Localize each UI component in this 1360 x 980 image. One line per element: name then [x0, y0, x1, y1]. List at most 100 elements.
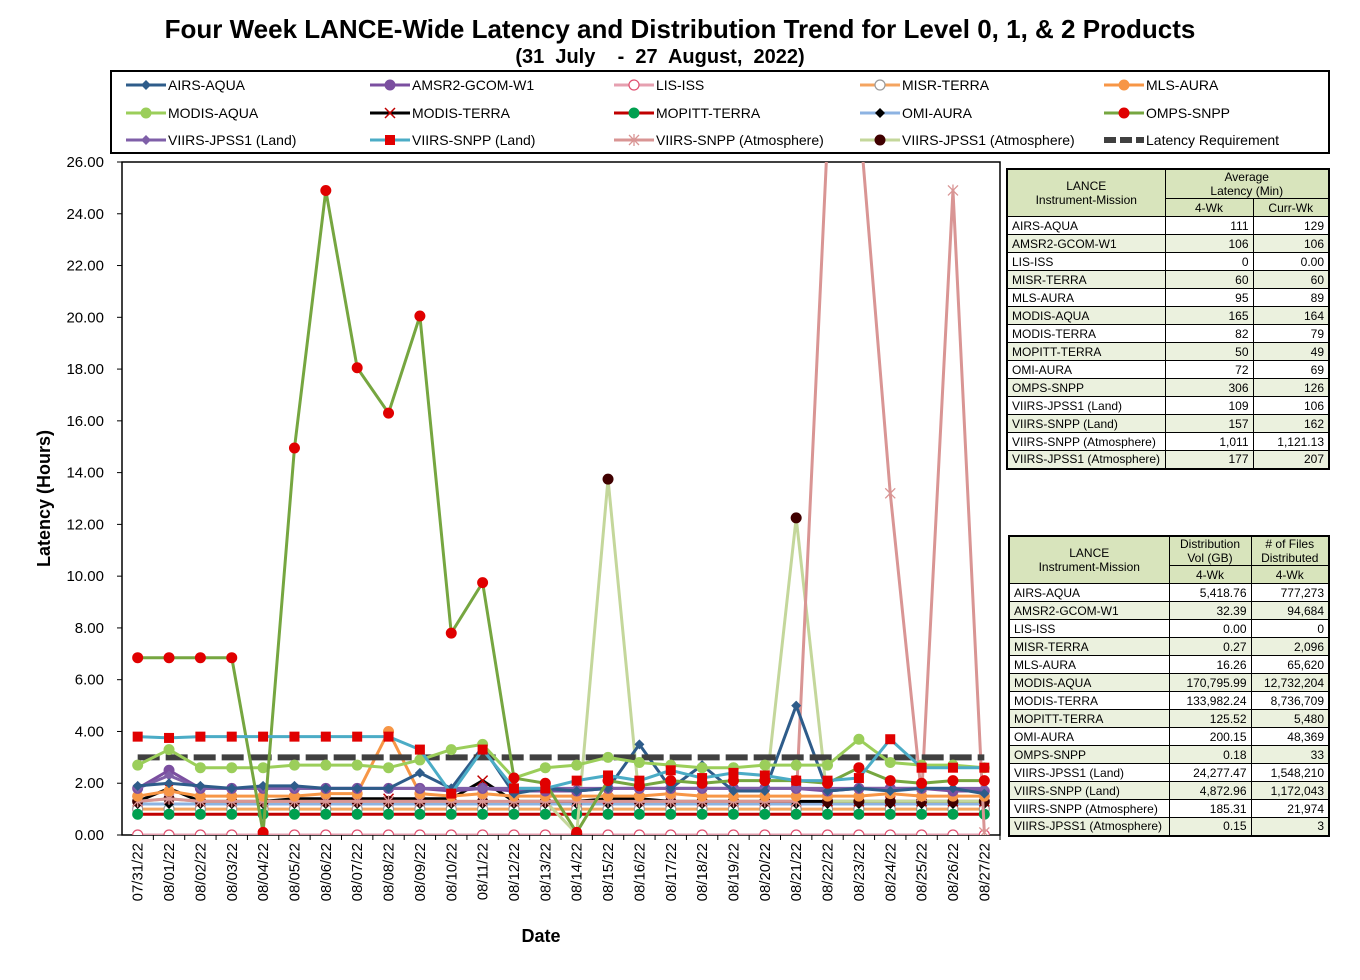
- data-point: [539, 808, 551, 820]
- data-point: [382, 829, 395, 835]
- legend-label: VIIRS-JPSS1 (Land): [168, 132, 297, 148]
- row-name: LIS-ISS: [1008, 619, 1170, 638]
- row-name: AIRS-AQUA: [1006, 216, 1166, 235]
- data-point: [916, 808, 928, 820]
- table-row: MLS-AURA 16.26 65,620: [1008, 655, 1330, 674]
- row-name: AMSR2-GCOM-W1: [1008, 601, 1170, 620]
- series-line-viirs-snpp-land: [137, 735, 985, 796]
- legend-marker: [384, 107, 396, 119]
- y-tick-label: 6.00: [75, 672, 104, 689]
- data-point: [164, 778, 175, 789]
- legend-marker: [874, 79, 886, 91]
- row-volume: 125.52: [1168, 709, 1252, 728]
- legend-swatch: [614, 134, 654, 146]
- data-point: [947, 762, 958, 773]
- data-point: [445, 808, 457, 820]
- data-point: [978, 826, 990, 835]
- x-tick-label: 08/07/22: [349, 843, 366, 901]
- row-4wk: 95: [1164, 288, 1254, 307]
- data-point: [790, 512, 802, 524]
- table-row: MOPITT-TERRA 125.52 5,480: [1008, 709, 1330, 728]
- data-point: [414, 744, 425, 755]
- legend-item-mopitt-terra: MOPITT-TERRA: [612, 102, 760, 124]
- legend-label: MISR-TERRA: [902, 77, 990, 93]
- data-point: [696, 829, 708, 835]
- table-header-instrument: LANCE Instrument-Mission: [1006, 168, 1166, 217]
- data-point: [885, 785, 896, 796]
- data-point: [602, 473, 614, 485]
- data-point: [194, 808, 206, 820]
- plot-area: [121, 161, 1001, 836]
- legend-swatch: [1104, 137, 1144, 143]
- row-4wk: 157: [1164, 414, 1254, 433]
- data-point: [320, 759, 332, 771]
- row-volume: 4,872.96: [1168, 781, 1252, 800]
- data-point: [571, 759, 583, 771]
- table-row: AIRS-AQUA 111 129: [1006, 216, 1330, 235]
- x-tick-label: 08/24/22: [882, 843, 899, 901]
- legend-marker: [385, 135, 395, 145]
- legend-swatch: [614, 79, 654, 91]
- data-point: [979, 788, 990, 799]
- row-name: OMI-AURA: [1008, 727, 1170, 746]
- data-point: [728, 785, 739, 796]
- row-volume: 0.27: [1168, 637, 1252, 656]
- data-point: [477, 783, 488, 794]
- table-row: OMPS-SNPP 0.18 33: [1008, 745, 1330, 764]
- data-point: [477, 577, 489, 589]
- data-point: [822, 785, 833, 796]
- legend-marker: [1118, 107, 1130, 119]
- x-tick-label: 08/08/22: [381, 843, 398, 901]
- data-point: [602, 751, 614, 763]
- data-point: [288, 829, 301, 835]
- row-name: VIIRS-SNPP (Land): [1006, 414, 1166, 433]
- data-point: [383, 731, 394, 742]
- legend-item-viirs-jpss1-land: VIIRS-JPSS1 (Land): [124, 129, 296, 151]
- x-tick-label: 08/02/22: [192, 843, 209, 901]
- data-point: [665, 808, 677, 820]
- row-curr-wk: 49: [1252, 342, 1330, 361]
- row-name: MISR-TERRA: [1006, 270, 1166, 289]
- data-point: [540, 783, 551, 794]
- legend-item-amsr2-gcom-w1: AMSR2-GCOM-W1: [368, 74, 534, 96]
- data-point: [508, 772, 520, 784]
- data-point: [539, 762, 551, 774]
- legend-marker: [140, 107, 152, 119]
- table-row: MODIS-TERRA 82 79: [1006, 324, 1330, 343]
- data-point: [539, 829, 551, 835]
- table-row: AIRS-AQUA 5,418.76 777,273: [1008, 583, 1330, 602]
- y-tick-label: 16.00: [66, 413, 104, 430]
- table-row: MODIS-AQUA 170,795.99 12,732,204: [1008, 673, 1330, 692]
- row-volume: 0.00: [1168, 619, 1252, 638]
- data-point: [226, 829, 238, 835]
- row-name: VIIRS-JPSS1 (Land): [1006, 396, 1166, 415]
- data-point: [633, 808, 645, 820]
- x-tick-label: 08/22/22: [820, 843, 837, 901]
- series-line-omps-snpp: [137, 188, 985, 834]
- row-name: MODIS-AQUA: [1006, 306, 1166, 325]
- legend-label: AIRS-AQUA: [168, 77, 246, 93]
- table-row: VIIRS-SNPP (Land) 157 162: [1006, 414, 1330, 433]
- legend-item-airs-aqua: AIRS-AQUA: [124, 74, 245, 96]
- row-volume: 0.18: [1168, 745, 1252, 764]
- data-point: [164, 770, 175, 781]
- data-point: [446, 788, 457, 799]
- data-point: [697, 773, 708, 784]
- table-row: MISR-TERRA 0.27 2,096: [1008, 637, 1330, 656]
- row-name: VIIRS-JPSS1 (Atmosphere): [1008, 817, 1170, 836]
- row-volume: 133,982.24: [1168, 691, 1252, 710]
- data-point: [571, 826, 583, 835]
- x-tick-label: 08/09/22: [412, 843, 429, 901]
- series-airs-aqua: [132, 700, 990, 799]
- row-name: MOPITT-TERRA: [1008, 709, 1170, 728]
- data-point: [195, 780, 206, 791]
- data-point: [759, 808, 771, 820]
- row-files: 2,096: [1250, 637, 1330, 656]
- row-4wk: 109: [1164, 396, 1254, 415]
- data-point: [351, 362, 363, 374]
- data-point: [414, 767, 425, 778]
- data-point: [132, 780, 143, 791]
- table-row: MODIS-AQUA 165 164: [1006, 306, 1330, 325]
- data-point: [853, 829, 865, 835]
- y-axis-label: Latency (Hours): [34, 430, 54, 567]
